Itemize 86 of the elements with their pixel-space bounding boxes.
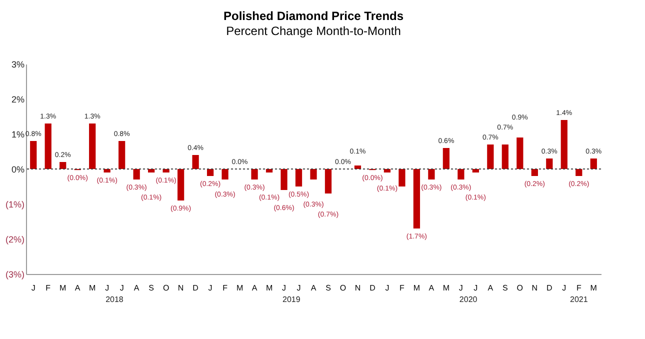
bar bbox=[398, 169, 406, 186]
x-tick-label: J bbox=[296, 284, 301, 292]
bar bbox=[206, 169, 214, 176]
bar bbox=[280, 169, 288, 190]
bar bbox=[266, 169, 273, 172]
x-tick-label: S bbox=[326, 284, 331, 292]
x-tick-label: A bbox=[488, 284, 494, 292]
bar bbox=[251, 169, 258, 180]
x-tick-label: J bbox=[282, 284, 286, 292]
bar bbox=[413, 169, 420, 228]
text: 2021 bbox=[570, 295, 588, 304]
x-tick-label: M bbox=[413, 284, 420, 292]
bar bbox=[148, 169, 155, 172]
x-tick-label: M bbox=[89, 284, 96, 292]
x-tick-label: J bbox=[105, 284, 110, 292]
bar bbox=[458, 169, 464, 180]
y-tick-label: (1%) bbox=[5, 200, 24, 210]
x-tick-label: D bbox=[546, 284, 553, 292]
x-tick-label: M bbox=[60, 284, 67, 292]
bar bbox=[560, 120, 568, 169]
bar bbox=[133, 169, 140, 180]
bar bbox=[576, 169, 582, 176]
bar bbox=[118, 141, 126, 169]
x-tick-label: M bbox=[236, 284, 244, 292]
chart-subtitle: Percent Change Month-to-Month bbox=[226, 24, 401, 38]
x-tick-label: D bbox=[370, 284, 376, 292]
x-tick-label: F bbox=[400, 284, 405, 292]
bar bbox=[177, 169, 184, 200]
y-tick-label: 3% bbox=[11, 60, 24, 70]
text: 2018 bbox=[106, 295, 124, 304]
bar bbox=[384, 169, 391, 172]
bar bbox=[546, 158, 553, 169]
y-tick-label: (2%) bbox=[5, 234, 24, 244]
x-tick-label: F bbox=[222, 284, 228, 292]
y-tick-label: 0% bbox=[11, 164, 24, 174]
x-tick-label: D bbox=[192, 284, 199, 292]
chart-title: Polished Diamond Price Trends bbox=[223, 9, 404, 23]
bar bbox=[442, 148, 450, 169]
bar bbox=[104, 169, 110, 172]
x-tick-label: S bbox=[502, 284, 508, 292]
x-tick-label: J bbox=[474, 284, 478, 292]
bar bbox=[502, 144, 508, 169]
x-tick-label: S bbox=[148, 284, 154, 292]
y-tick-label: 2% bbox=[11, 94, 24, 104]
x-tick-label: F bbox=[576, 284, 582, 292]
x-tick-label: N bbox=[354, 284, 361, 292]
x-tick-label: J bbox=[458, 284, 463, 292]
x-tick-label: J bbox=[562, 284, 566, 292]
x-tick-label: O bbox=[516, 284, 524, 292]
bar bbox=[222, 169, 228, 180]
x-tick-label: J bbox=[120, 284, 124, 292]
bar bbox=[590, 158, 597, 169]
bar bbox=[324, 169, 332, 194]
x-tick-label: J bbox=[31, 284, 36, 292]
x-tick-label: M bbox=[590, 284, 598, 292]
bar bbox=[162, 169, 170, 172]
text: 2019 bbox=[282, 295, 301, 304]
y-tick-label: (3%) bbox=[5, 270, 24, 280]
x-tick-label: A bbox=[74, 284, 81, 292]
x-tick-label: A bbox=[310, 284, 317, 292]
text: 2020 bbox=[459, 295, 478, 304]
bar bbox=[487, 144, 494, 169]
bar bbox=[428, 169, 435, 180]
bar bbox=[30, 141, 37, 169]
x-tick-label: N bbox=[532, 284, 538, 292]
x-tick-label: A bbox=[252, 284, 258, 292]
x-tick-label: J bbox=[208, 284, 212, 292]
bar bbox=[192, 155, 199, 169]
x-tick-label: O bbox=[162, 284, 170, 292]
x-tick-label: A bbox=[428, 284, 435, 292]
x-tick-label: F bbox=[46, 284, 51, 292]
bar bbox=[44, 124, 52, 169]
bar bbox=[295, 169, 302, 186]
x-tick-label: A bbox=[134, 284, 140, 292]
bar bbox=[516, 138, 524, 169]
x-tick-label: O bbox=[340, 284, 346, 292]
bar bbox=[60, 162, 66, 169]
x-tick-label: M bbox=[266, 284, 273, 292]
x-tick-label: J bbox=[385, 284, 390, 292]
x-tick-label: N bbox=[178, 284, 184, 292]
bar bbox=[472, 169, 479, 172]
bar bbox=[89, 124, 96, 169]
bar bbox=[531, 169, 538, 176]
x-tick-label: M bbox=[442, 284, 450, 292]
bar bbox=[310, 169, 317, 180]
y-tick-label: 1% bbox=[11, 130, 24, 140]
